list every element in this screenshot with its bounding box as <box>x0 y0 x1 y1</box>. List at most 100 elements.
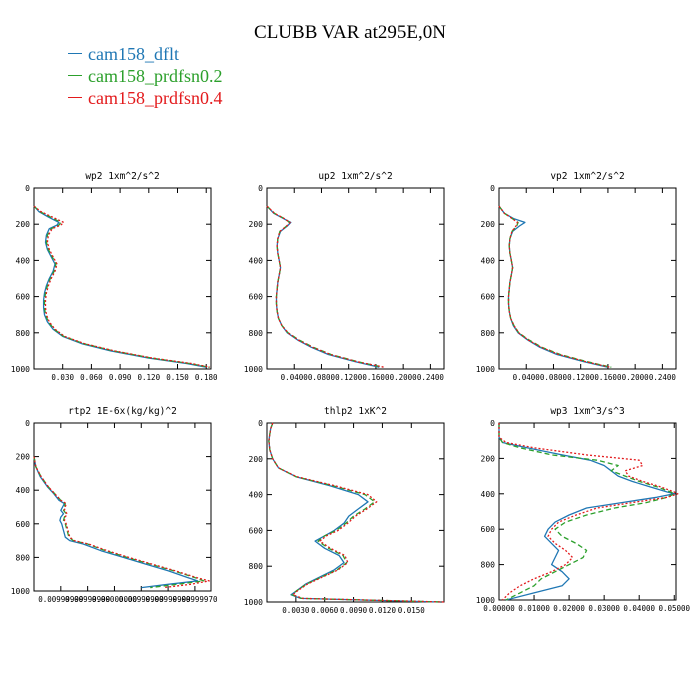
series-line-cam158_dflt <box>268 422 441 603</box>
x-tick-label: 0.00999999 <box>119 595 164 604</box>
x-tick-label: 0.180 <box>195 373 218 382</box>
y-tick-label: 200 <box>481 454 496 463</box>
x-tick-label: 0.060 <box>80 373 103 382</box>
y-tick-label: 0 <box>258 184 263 193</box>
plot-frame <box>266 187 445 370</box>
legend-swatch <box>68 97 82 99</box>
series-line-cam158_prdfsn0.4 <box>33 205 211 368</box>
y-tick-label: 200 <box>16 220 31 229</box>
x-tick-label: 0.090 <box>109 373 132 382</box>
series-line-cam158_dflt <box>498 205 609 368</box>
series-line-cam158_dflt <box>33 205 207 368</box>
x-tick-label: 0.00999999 <box>38 595 83 604</box>
y-tick-label: 400 <box>16 256 31 265</box>
y-tick-label: 1000 <box>244 598 263 607</box>
x-tick-label: 0.03000 <box>588 604 620 613</box>
y-tick-label: 800 <box>481 329 496 338</box>
x-tick-label: 0.0800 <box>308 373 336 382</box>
legend-swatch <box>68 75 82 77</box>
y-tick-label: 1000 <box>11 365 30 374</box>
series-line-cam158_prdfsn0.2 <box>33 205 210 368</box>
y-tick-label: 800 <box>249 562 264 571</box>
series-line-cam158_prdfsn0.4 <box>266 205 385 368</box>
chart-title: wp2 1xm^2/s^2 <box>85 171 159 182</box>
chart-panel-4: thlp2 1xK^2 0 200 400 600 800 1000 0.0030 0.0060… <box>244 406 445 615</box>
page-title: CLUBB VAR at295E,0N <box>254 22 446 43</box>
y-tick-label: 600 <box>16 520 31 529</box>
y-tick-label: 800 <box>249 329 264 338</box>
series-line-cam158_prdfsn0.4 <box>498 205 611 368</box>
y-tick-label: 800 <box>481 561 496 570</box>
y-tick-label: 0 <box>25 184 30 193</box>
chart-panel-2: vp2 1xm^2/s^2 0 200 400 600 800 1000 0.0400 0.08… <box>476 171 677 382</box>
y-tick-label: 400 <box>16 486 31 495</box>
y-tick-label: 600 <box>249 293 264 302</box>
x-tick-label: 0.00000 <box>483 604 515 613</box>
y-tick-label: 0 <box>258 419 263 428</box>
x-tick-label: 0.120 <box>138 373 161 382</box>
y-tick-label: 0 <box>490 184 495 193</box>
x-tick-label: 0.150 <box>166 373 189 382</box>
chart-panel-3: rtp2 1E-6x(kg/kg)^2 0 200 400 600 800 1000 0.00… <box>11 406 218 604</box>
legend-item-dflt: cam158_dflt <box>68 44 179 64</box>
x-tick-label: 0.1600 <box>362 373 390 382</box>
chart-panel-1: up2 1xm^2/s^2 0 200 400 600 800 1000 0.0400 0.08… <box>244 171 445 382</box>
x-tick-label: 0.00999999 <box>65 595 110 604</box>
plot-frame <box>33 422 212 592</box>
y-tick-label: 800 <box>16 329 31 338</box>
x-tick-label: 0.1600 <box>594 373 622 382</box>
x-tick-label: 0.2400 <box>649 373 677 382</box>
x-tick-label: 0.01000 <box>518 604 550 613</box>
y-tick-label: 400 <box>249 256 264 265</box>
y-tick-label: 200 <box>249 455 264 464</box>
chart-title: thlp2 1xK^2 <box>324 406 387 417</box>
y-tick-label: 400 <box>481 256 496 265</box>
y-tick-label: 1000 <box>244 365 263 374</box>
chart-title: vp2 1xm^2/s^2 <box>550 171 624 182</box>
legend-item-prdfsn04: cam158_prdfsn0.4 <box>68 88 222 108</box>
legend-label: cam158_dflt <box>88 44 179 64</box>
chart-title: wp3 1xm^3/s^3 <box>550 406 624 417</box>
x-tick-label: 0.00000000 <box>92 595 138 604</box>
x-tick-label: 0.02000 <box>553 604 585 613</box>
x-tick-label: 0.1200 <box>567 373 595 382</box>
x-tick-label: 0.00999999 <box>146 595 191 604</box>
y-tick-label: 800 <box>16 553 31 562</box>
x-tick-label: 0.04000 <box>623 604 655 613</box>
legend-swatch <box>68 53 82 55</box>
y-tick-label: 1000 <box>11 587 30 596</box>
y-tick-label: 200 <box>249 220 264 229</box>
x-tick-label: 0.2400 <box>417 373 445 382</box>
x-tick-label: 0.2000 <box>622 373 650 382</box>
x-tick-label: 0.0800 <box>540 373 568 382</box>
legend-label: cam158_prdfsn0.4 <box>88 88 223 108</box>
y-tick-label: 600 <box>481 293 496 302</box>
plot-frame <box>33 187 212 370</box>
y-tick-label: 1000 <box>476 365 495 374</box>
x-tick-label: 0.030 <box>51 373 74 382</box>
chart-panel-0: wp2 1xm^2/s^2 0 200 400 600 800 1000 0.030 0.060… <box>11 171 218 382</box>
series-line-cam158_prdfsn0.2 <box>498 423 675 601</box>
series-line-cam158_prdfsn0.2 <box>268 422 443 603</box>
series-line-cam158_prdfsn0.2 <box>498 205 612 368</box>
x-tick-label: 0.0090 <box>340 606 368 615</box>
x-tick-label: 0.0120 <box>369 606 397 615</box>
x-tick-label: 0.0150 <box>398 606 426 615</box>
x-tick-label: 0.0400 <box>513 373 541 382</box>
y-tick-label: 600 <box>16 293 31 302</box>
x-tick-label: 0.0030 <box>282 606 310 615</box>
x-tick-label: 0.00999970 <box>172 595 218 604</box>
y-tick-label: 200 <box>481 220 496 229</box>
plot-frame <box>498 187 677 370</box>
y-tick-label: 1000 <box>476 596 495 605</box>
y-tick-label: 200 <box>16 453 31 462</box>
y-tick-label: 400 <box>481 490 496 499</box>
plot-frame <box>266 422 445 603</box>
series-line-cam158_dflt <box>33 456 199 589</box>
y-tick-label: 0 <box>25 419 30 428</box>
chart-title: rtp2 1E-6x(kg/kg)^2 <box>68 406 177 417</box>
y-tick-label: 400 <box>249 491 264 500</box>
legend-item-prdfsn02: cam158_prdfsn0.2 <box>68 66 222 86</box>
